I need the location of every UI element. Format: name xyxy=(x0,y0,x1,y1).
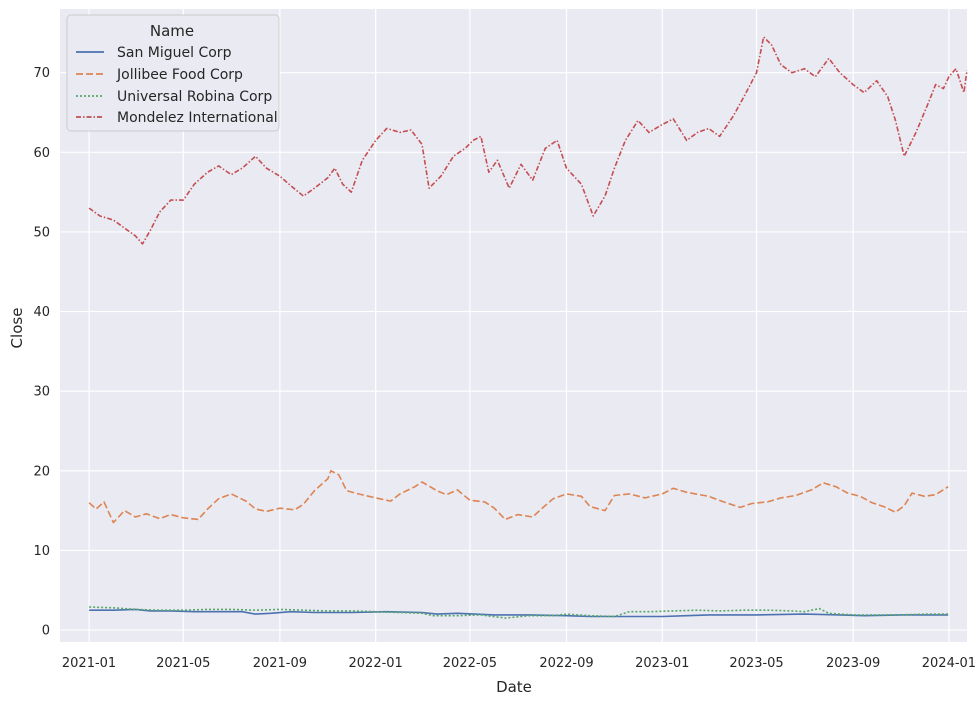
y-axis-label: Close xyxy=(8,308,26,349)
series-line-mondelez-international xyxy=(88,36,968,245)
legend-label-san-miguel: San Miguel Corp xyxy=(117,45,232,61)
y-tick-label: 30 xyxy=(33,385,50,400)
y-tick-labels: 0 10 20 30 40 50 60 70 xyxy=(33,66,50,638)
y-tick-label: 0 xyxy=(42,624,50,639)
x-tick-label: 2021-01 xyxy=(62,656,116,671)
y-tick-label: 10 xyxy=(33,544,50,559)
x-tick-label: 2021-05 xyxy=(156,656,210,671)
x-tick-label: 2023-09 xyxy=(826,656,880,671)
x-tick-label: 2023-05 xyxy=(729,656,783,671)
x-tick-label: 2021-09 xyxy=(253,656,307,671)
x-tick-labels: 2021-01 2021-05 2021-09 2022-01 2022-05 2022-… xyxy=(62,656,976,671)
series-line-universal-robina-corp xyxy=(89,606,949,619)
y-tick-label: 70 xyxy=(33,66,50,81)
legend-label-mondelez: Mondelez International xyxy=(117,110,278,126)
series-line-san-miguel-corp xyxy=(89,608,949,618)
x-tick-label: 2023-01 xyxy=(635,656,689,671)
legend-label-jollibee: Jollibee Food Corp xyxy=(116,67,243,83)
series-line-jollibee-food-corp xyxy=(88,470,949,524)
legend: Name San Miguel Corp Jollibee Food Corp … xyxy=(66,14,280,132)
y-tick-label: 50 xyxy=(33,225,50,240)
grid-x xyxy=(88,9,950,642)
legend-title: Name xyxy=(150,22,194,40)
y-tick-label: 20 xyxy=(33,464,50,479)
x-tick-label: 2022-01 xyxy=(349,656,403,671)
x-tick-label: 2022-09 xyxy=(539,656,593,671)
x-tick-label: 2024-01 xyxy=(922,656,976,671)
legend-box xyxy=(66,14,280,132)
x-axis-label: Date xyxy=(496,678,532,696)
series-layer xyxy=(88,36,968,619)
y-tick-label: 40 xyxy=(33,305,50,320)
y-tick-label: 60 xyxy=(33,146,50,161)
x-tick-label: 2022-05 xyxy=(443,656,497,671)
legend-label-universal-robina: Universal Robina Corp xyxy=(117,89,272,105)
